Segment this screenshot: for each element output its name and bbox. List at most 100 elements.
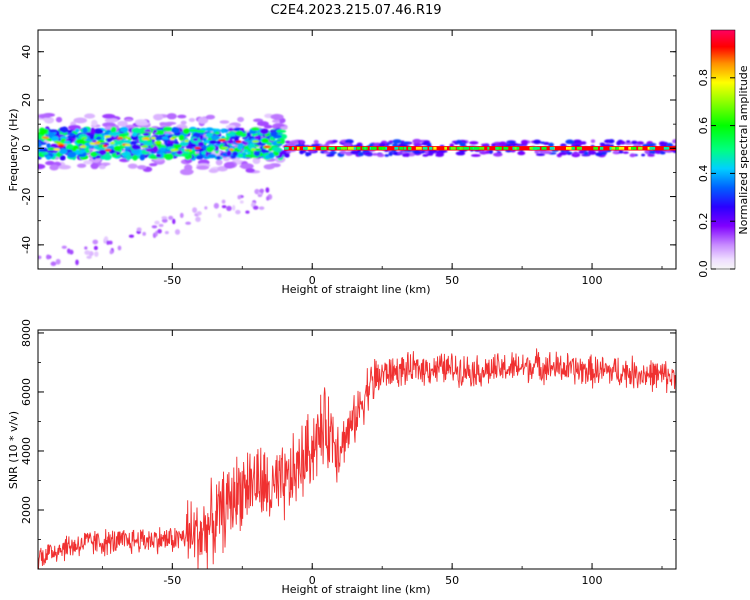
heatmap-core-variation: [460, 146, 464, 150]
heatmap-band-cell: [261, 138, 270, 144]
heatmap-halo-cell: [38, 113, 51, 119]
heatmap-trail-cell: [93, 245, 98, 251]
heatmap-line-halo-cell: [332, 139, 338, 143]
heatmap-line-halo-cell: [659, 151, 666, 155]
heatmap-core-variation: [516, 146, 520, 150]
heatmap-core-variation: [565, 146, 571, 150]
heatmap-trail-cell: [50, 261, 57, 267]
heatmap-core-variation: [456, 146, 460, 150]
spectrogram-ylabel: Frequency (Hz): [7, 109, 20, 192]
heatmap-line-halo-cell: [470, 154, 481, 157]
colorbar: 0.0 0.2 0.4 0.6 0.8 Normalized spectral ampl…: [697, 29, 750, 278]
heatmap-peak-cell: [110, 141, 115, 145]
heatmap-core-variation: [380, 146, 386, 150]
heatmap-halo-cell: [257, 121, 269, 127]
heatmap-band-cell: [138, 135, 146, 143]
y-tick-label-snr-1: 4000: [20, 437, 33, 465]
heatmap-peak-cell: [89, 142, 96, 145]
heatmap-peak-cell: [53, 148, 61, 151]
heatmap-halo-cell: [240, 163, 254, 170]
heatmap-line-halo-cell: [388, 151, 393, 157]
heatmap-core-variation: [302, 146, 308, 150]
heatmap-line-halo-cell: [506, 140, 516, 144]
snr-panel: -50 0 50 100 2000 4000 6000 8000 Height of stra…: [7, 319, 677, 596]
heatmap-band-cell: [38, 141, 42, 148]
heatmap-core-variation: [364, 146, 367, 150]
heatmap-blobs: [38, 113, 676, 267]
heatmap-core-variation: [328, 146, 335, 150]
heatmap-band-cell: [154, 136, 163, 141]
heatmap-band-cell: [178, 134, 185, 141]
heatmap-band-cell: [220, 128, 225, 134]
heatmap-band-cell: [95, 136, 102, 141]
heatmap-trail-cell: [154, 230, 158, 237]
heatmap-halo-cell: [127, 163, 138, 169]
heatmap-area: [38, 113, 676, 267]
heatmap-core-variation: [630, 146, 637, 150]
heatmap-band-cell: [38, 134, 45, 140]
heatmap-core-variation: [320, 146, 325, 150]
heatmap-halo-cell: [223, 161, 236, 169]
heatmap-halo-cell: [188, 117, 196, 122]
x-tick-label-snr-0: -50: [163, 574, 181, 587]
heatmap-trail-cell: [217, 213, 222, 218]
heatmap-trail-cell: [237, 195, 242, 200]
heatmap-trail-cell: [245, 210, 250, 214]
heatmap-band-cell: [64, 140, 71, 145]
heatmap-core-variation: [663, 146, 670, 150]
heatmap-peak-cell: [57, 144, 65, 148]
heatmap-line-halo-cell: [595, 152, 604, 157]
heatmap-core-variation: [347, 146, 354, 150]
heatmap-trail-cell: [75, 259, 79, 266]
heatmap-band-cell: [152, 145, 159, 153]
heatmap-line-halo-cell: [339, 150, 347, 154]
heatmap-line-halo-cell: [654, 150, 661, 154]
heatmap-line-halo-cell: [405, 152, 410, 158]
heatmap-peak-cell: [218, 138, 226, 142]
heatmap-line-halo-cell: [412, 138, 422, 144]
heatmap-band-cell: [74, 128, 80, 133]
heatmap-band-cell: [253, 148, 262, 152]
heatmap-band-cell: [155, 153, 162, 158]
heatmap-halo-cell: [217, 166, 228, 172]
heatmap-line-halo-cell: [558, 151, 568, 156]
heatmap-trail-cell: [61, 245, 67, 249]
heatmap-peak-cell: [61, 138, 66, 141]
heatmap-trail-cell: [232, 204, 236, 211]
heatmap-core-variation: [619, 146, 625, 150]
heatmap-trail-cell: [38, 255, 42, 260]
heatmap-halo-cell: [91, 119, 98, 127]
heatmap-line-halo-cell: [520, 139, 529, 145]
heatmap-line-halo-cell: [599, 142, 606, 146]
heatmap-band-cell: [98, 149, 107, 156]
heatmap-line-halo-cell: [540, 141, 546, 144]
heatmap-line-halo-cell: [429, 150, 436, 154]
heatmap-line-halo-cell: [618, 150, 624, 154]
heatmap-trail-cell: [192, 207, 198, 213]
heatmap-trail-cell: [185, 221, 191, 225]
heatmap-band-cell: [66, 143, 74, 150]
heatmap-band-cell: [250, 127, 260, 131]
heatmap-band-cell: [248, 143, 256, 150]
heatmap-band-cell: [189, 128, 199, 132]
heatmap-band-cell: [163, 153, 174, 160]
heatmap-halo-cell: [104, 118, 119, 123]
heatmap-band-cell: [68, 132, 75, 137]
heatmap-halo-cell: [45, 160, 56, 166]
chart-title: C2E4.2023.215.07.46.R19: [270, 3, 441, 18]
heatmap-band-cell: [122, 140, 131, 144]
heatmap-line-halo-cell: [455, 151, 466, 156]
heatmap-band-cell: [272, 146, 281, 152]
heatmap-trail-cell: [196, 211, 202, 216]
heatmap-halo-cell: [280, 126, 288, 131]
heatmap-peak-cell: [235, 140, 242, 144]
heatmap-trail-cell: [69, 249, 74, 255]
heatmap-peak-cell: [81, 136, 88, 140]
heatmap-peak-cell: [228, 148, 234, 151]
heatmap-peak-cell: [263, 145, 271, 149]
heatmap-line-halo-cell: [498, 141, 507, 147]
heatmap-line-halo-cell: [426, 142, 432, 146]
heatmap-trail-cell: [174, 229, 181, 235]
heatmap-core-variation: [529, 146, 532, 150]
heatmap-core-variation: [433, 146, 437, 150]
